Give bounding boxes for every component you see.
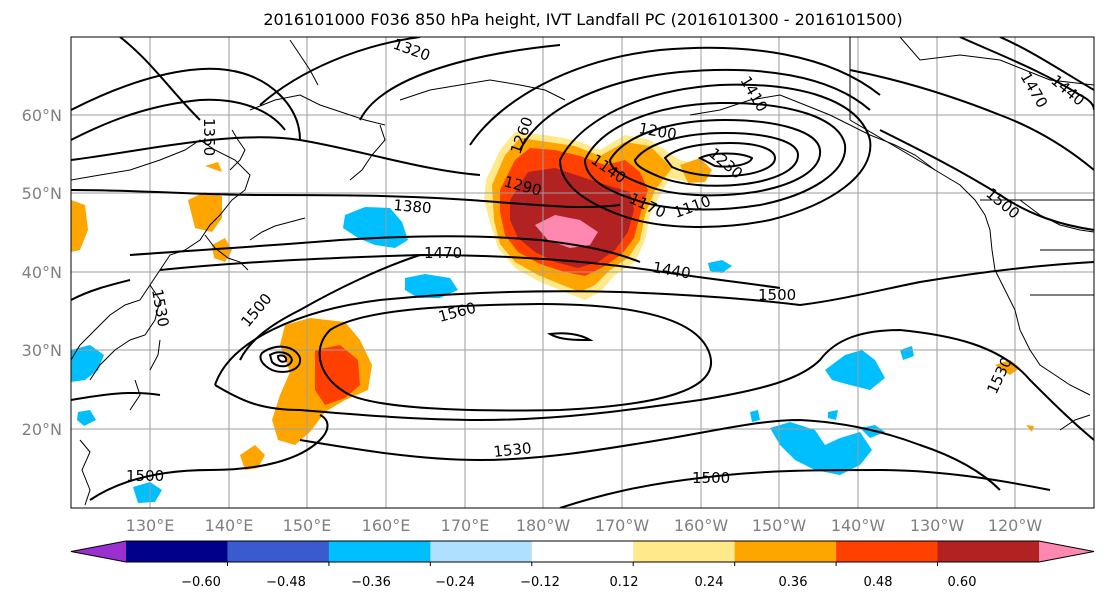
- colorbar-extension-low: [71, 541, 126, 562]
- longitude-label: 150°E: [283, 516, 332, 535]
- colorbar-segment: [734, 541, 837, 562]
- colorbar-tick-labels: −0.60 −0.48 −0.36 −0.24 −0.12 0.12 0.24 …: [181, 575, 976, 590]
- colorbar-tick-label: −0.48: [266, 575, 306, 590]
- colorbar-tick-label: 0.24: [695, 575, 724, 590]
- contour-label: 1500: [692, 469, 730, 487]
- longitude-label: 130°W: [910, 516, 965, 535]
- colorbar-segment: [937, 541, 1040, 562]
- colorbar-segment: [126, 541, 228, 562]
- map-frame: [70, 36, 1095, 509]
- longitude-label: 170°E: [441, 516, 490, 535]
- latitude-label: 30°N: [22, 341, 62, 360]
- coastlines: [71, 37, 1094, 506]
- longitude-label: 160°W: [674, 516, 729, 535]
- ivt-negative-shading: [71, 207, 914, 503]
- longitude-label: 130°E: [126, 516, 175, 535]
- colorbar-tick-label: 0.60: [948, 575, 977, 590]
- colorbar-tick-label: −0.24: [435, 575, 475, 590]
- longitude-label: 140°E: [205, 516, 254, 535]
- colorbar-segment: [633, 541, 736, 562]
- longitude-label: 180°W: [516, 516, 571, 535]
- contour-label: 1380: [393, 196, 433, 217]
- height-contours: [71, 37, 1094, 508]
- colorbar-tick-label: −0.60: [181, 575, 221, 590]
- map-title: 2016101000 F036 850 hPa height, IVT Land…: [263, 10, 902, 29]
- colorbar-outline: [70, 540, 1095, 563]
- contour-label: 1530: [493, 439, 533, 461]
- colorbar-segment: [430, 541, 533, 562]
- colorbar-segment: [227, 541, 330, 562]
- longitude-labels: 130°E 140°E 150°E 160°E 170°E 180°W 170°…: [126, 516, 1043, 535]
- colorbar-tick-label: −0.36: [351, 575, 391, 590]
- map-area: 1500 1560 1530 1500 1500 1470 1440 1380 …: [71, 37, 1094, 508]
- latitude-label: 20°N: [22, 420, 62, 439]
- colorbar-segment: [531, 541, 634, 562]
- colorbar-tick-label: −0.12: [520, 575, 560, 590]
- colorbar-extension-high: [1039, 541, 1094, 562]
- contour-label: 1500: [758, 286, 796, 304]
- contour-label: 1470: [424, 244, 462, 262]
- longitude-label: 120°W: [988, 516, 1043, 535]
- contour-label: 1350: [200, 118, 218, 156]
- colorbar-tick-label: 0.12: [610, 575, 639, 590]
- contour-label: 1500: [126, 467, 164, 485]
- colorbar: [70, 540, 1095, 566]
- longitude-label: 140°W: [831, 516, 886, 535]
- longitude-label: 160°E: [362, 516, 411, 535]
- colorbar-segment: [836, 541, 939, 562]
- latitude-labels: 20°N 30°N 40°N 50°N 60°N: [22, 106, 62, 439]
- colorbar-tick-label: 0.36: [779, 575, 808, 590]
- latitude-label: 40°N: [22, 263, 62, 282]
- longitude-label: 170°W: [595, 516, 650, 535]
- latitude-label: 60°N: [22, 106, 62, 125]
- longitude-label: 150°W: [752, 516, 807, 535]
- latitude-label: 50°N: [22, 184, 62, 203]
- colorbar-segment: [328, 541, 431, 562]
- colorbar-tick-label: 0.48: [864, 575, 893, 590]
